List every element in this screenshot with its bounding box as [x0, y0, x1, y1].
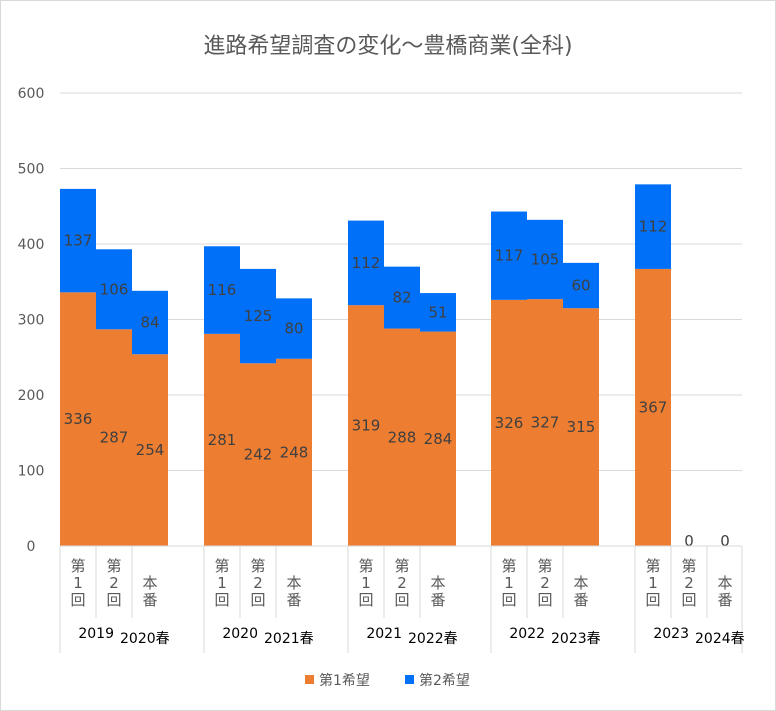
data-label-second-choice: 112 [352, 254, 381, 272]
group-spring-label: 2021春 [264, 631, 314, 647]
data-label-first-choice: 281 [208, 431, 237, 449]
group-spring-label: 2022春 [408, 631, 458, 647]
data-label-first-choice: 336 [64, 410, 93, 428]
data-label-second-choice: 106 [100, 280, 129, 298]
bar-second-choice [563, 262, 599, 309]
bar-first-choice [491, 299, 527, 546]
x-category-label: 本番 [430, 574, 445, 609]
bar-first-choice [276, 358, 312, 546]
data-label-first-choice: 327 [531, 414, 560, 432]
data-label-first-choice: 315 [567, 418, 596, 436]
bar-second-choice [491, 211, 527, 300]
bar-first-choice [420, 331, 456, 546]
bar-second-choice [240, 268, 276, 364]
data-label-zero: 0 [720, 532, 730, 550]
group-year-label: 2022 [509, 626, 545, 642]
data-label-second-choice: 117 [495, 247, 524, 265]
y-tick-label: 600 [18, 86, 45, 102]
x-axis: 第 1 回 第 2 回 本番 第 1 回 第 2 回 本番 第 1 回 第 2 回 本番 第 1 回 第 2 回 本番 第 1 回 第 2 回 本番… [59, 545, 745, 653]
y-tick-label: 400 [18, 237, 45, 253]
bar-second-choice [384, 266, 420, 329]
x-category-label: 本番 [142, 574, 157, 609]
bar-first-choice [132, 354, 168, 546]
data-label-first-choice: 248 [280, 443, 309, 461]
group-year-label: 2023 [653, 626, 689, 642]
bar-second-choice [635, 184, 671, 269]
bar-first-choice [635, 268, 671, 546]
data-label-zero: 0 [684, 532, 694, 550]
legend: 第1希望 第2希望 [305, 672, 470, 689]
data-labels: 336 137 287 106 254 84 281 116 242 125 248 80 319 112… [64, 218, 730, 550]
data-label-first-choice: 284 [424, 430, 453, 448]
y-axis-ticks: 0 100 200 300 400 500 600 [18, 86, 45, 555]
bar-first-choice [527, 299, 563, 546]
data-label-second-choice: 112 [639, 218, 668, 236]
group-spring-label: 2024春 [695, 631, 745, 647]
group-spring-label: 2020春 [120, 631, 170, 647]
x-category-label: 本番 [717, 574, 732, 609]
data-label-first-choice: 242 [244, 446, 273, 464]
data-label-second-choice: 80 [284, 320, 303, 338]
data-label-second-choice: 51 [428, 303, 447, 321]
group-year-label: 2020 [222, 626, 258, 642]
y-tick-label: 0 [27, 539, 36, 555]
data-label-first-choice: 288 [388, 428, 417, 446]
chart-title: 進路希望調査の変化～豊橋商業(全科) [203, 34, 572, 59]
bar-first-choice [96, 329, 132, 546]
data-label-first-choice: 287 [100, 429, 129, 447]
bar-second-choice [276, 298, 312, 359]
group-year-label: 2019 [78, 626, 114, 642]
data-label-first-choice: 254 [136, 441, 165, 459]
bar-second-choice [527, 219, 563, 300]
y-tick-label: 300 [18, 313, 45, 329]
data-label-second-choice: 84 [140, 314, 159, 332]
legend-label: 第2希望 [419, 672, 470, 689]
bar-second-choice [204, 246, 240, 334]
bar-first-choice [384, 328, 420, 546]
bar-second-choice [420, 293, 456, 332]
data-label-second-choice: 116 [208, 281, 237, 299]
bar-first-choice [240, 363, 276, 546]
data-label-first-choice: 326 [495, 414, 524, 432]
bar-first-choice [348, 305, 384, 546]
data-label-second-choice: 125 [244, 307, 273, 325]
group-spring-label: 2023春 [551, 631, 601, 647]
data-label-first-choice: 367 [639, 398, 668, 416]
data-label-second-choice: 60 [571, 277, 590, 295]
x-category-label: 本番 [286, 574, 301, 609]
bar-first-choice [563, 308, 599, 546]
legend-label: 第1希望 [319, 672, 370, 689]
bar-second-choice [96, 249, 132, 330]
bar-second-choice [132, 290, 168, 355]
group-year-label: 2021 [366, 626, 402, 642]
data-label-second-choice: 137 [64, 232, 93, 250]
x-category-label: 本番 [573, 574, 588, 609]
legend-swatch [305, 675, 314, 684]
data-label-first-choice: 319 [352, 417, 381, 435]
y-tick-label: 500 [18, 162, 45, 178]
data-label-second-choice: 82 [392, 289, 411, 307]
bar-first-choice [60, 292, 96, 546]
legend-swatch [405, 675, 414, 684]
bar-second-choice [60, 188, 96, 293]
bars [60, 184, 671, 546]
bar-second-choice [348, 220, 384, 306]
y-tick-label: 200 [18, 388, 45, 404]
bar-first-choice [204, 333, 240, 546]
data-label-second-choice: 105 [531, 250, 560, 268]
y-tick-label: 100 [18, 464, 45, 480]
